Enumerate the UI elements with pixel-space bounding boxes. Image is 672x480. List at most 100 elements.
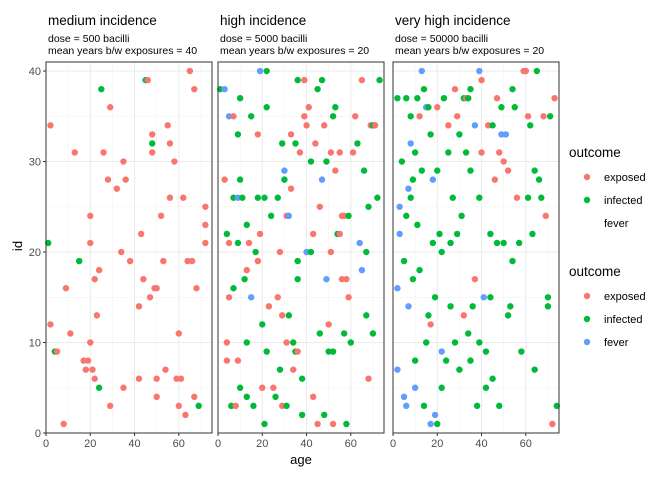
data-point [456, 366, 463, 373]
data-point [409, 275, 417, 283]
data-point [323, 275, 330, 283]
data-point [438, 248, 445, 256]
data-point [87, 339, 94, 346]
x-tick-label: 60 [520, 438, 532, 450]
data-point [309, 230, 317, 238]
data-point [241, 275, 248, 283]
data-point [312, 140, 319, 147]
data-point [84, 357, 92, 364]
data-point [396, 203, 403, 210]
data-point [292, 140, 299, 147]
data-point [498, 104, 505, 111]
data-point [221, 176, 228, 183]
data-point [278, 312, 286, 319]
data-point [394, 366, 401, 373]
data-point [411, 149, 419, 156]
data-point [239, 194, 246, 201]
data-point [236, 384, 244, 391]
data-point [175, 402, 182, 410]
data-point [336, 230, 343, 238]
data-point [352, 113, 359, 120]
legend-key [583, 173, 591, 181]
data-point [491, 176, 499, 183]
data-point [369, 330, 377, 337]
data-point [184, 257, 191, 265]
data-point [527, 122, 534, 129]
data-point [504, 167, 512, 174]
data-point [504, 312, 512, 319]
data-point [471, 122, 479, 129]
data-point [67, 330, 74, 337]
data-point [321, 411, 328, 419]
data-point [87, 239, 94, 247]
data-point [476, 194, 483, 201]
data-point [225, 294, 233, 301]
data-point [462, 149, 470, 156]
data-point [186, 67, 194, 75]
data-point [429, 176, 437, 183]
data-point [301, 113, 308, 120]
data-point [122, 176, 129, 183]
data-point [53, 348, 61, 355]
y-tick-label: 40 [29, 66, 41, 78]
data-point [434, 420, 441, 428]
data-point [294, 76, 301, 84]
data-point [153, 375, 160, 382]
data-point [274, 294, 281, 301]
panel-subtitle-dose: dose = 5000 bacilli [220, 33, 307, 45]
y-tick-label: 30 [29, 157, 41, 169]
data-point [301, 76, 308, 84]
data-point [496, 149, 503, 156]
data-point [427, 420, 434, 428]
data-point [256, 67, 264, 75]
data-point [276, 248, 284, 256]
data-point [180, 194, 187, 201]
x-tick-label: 40 [300, 438, 312, 450]
data-point [290, 366, 297, 373]
panel-border [45, 61, 213, 434]
data-point [425, 312, 432, 319]
data-point [458, 212, 465, 220]
data-point [524, 194, 532, 201]
data-point [318, 176, 326, 183]
data-point [403, 212, 410, 220]
data-point [329, 113, 337, 120]
data-point [414, 94, 421, 102]
data-point [285, 212, 293, 220]
x-tick-label: 20 [84, 438, 96, 450]
data-point [230, 113, 237, 120]
data-point [484, 122, 492, 129]
data-point [356, 239, 363, 247]
data-point [451, 85, 459, 93]
data-point [166, 140, 174, 147]
data-point [45, 239, 52, 247]
data-point [267, 212, 275, 220]
data-point [427, 131, 434, 138]
data-point [256, 230, 264, 238]
data-point [182, 411, 189, 419]
data-point [217, 85, 224, 93]
data-point [149, 140, 156, 147]
data-point [248, 294, 255, 301]
data-point [340, 330, 348, 337]
data-point [358, 266, 366, 274]
data-point [100, 149, 107, 156]
data-point [407, 140, 414, 147]
x-tick-label: 60 [345, 438, 357, 450]
data-point [157, 212, 165, 220]
data-point [265, 303, 273, 310]
data-point [316, 330, 324, 337]
data-point [507, 303, 514, 310]
data-point [195, 402, 202, 410]
data-point [414, 221, 421, 229]
data-point [363, 248, 370, 256]
data-point [445, 149, 452, 156]
panel-subtitle-interval: mean years b/w exposures = 20 [395, 45, 544, 57]
data-point [261, 194, 268, 201]
data-point [487, 230, 494, 238]
data-point [478, 149, 485, 156]
data-point [487, 294, 494, 301]
data-point [153, 285, 160, 292]
data-point [354, 140, 361, 147]
data-point [149, 149, 156, 156]
